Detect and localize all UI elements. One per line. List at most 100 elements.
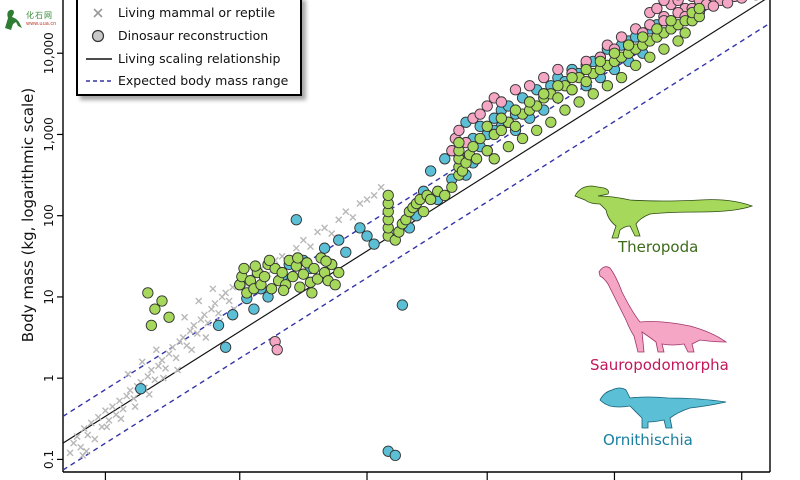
legend-label: Dinosaur reconstruction bbox=[118, 28, 269, 43]
x-marker-icon bbox=[93, 8, 103, 18]
x-mark bbox=[73, 433, 81, 441]
data-point-theropoda bbox=[265, 283, 278, 295]
x-mark bbox=[117, 415, 125, 423]
data-point-living bbox=[162, 364, 170, 372]
data-point-theropoda bbox=[439, 189, 451, 202]
data-point-living bbox=[207, 305, 215, 313]
x-mark bbox=[147, 366, 155, 374]
data-point-living bbox=[131, 403, 139, 411]
x-mark bbox=[202, 334, 210, 342]
x-mark bbox=[195, 297, 203, 305]
data-point-theropoda bbox=[502, 140, 515, 153]
data-point-ornithischia bbox=[318, 242, 331, 254]
data-point-theropoda bbox=[693, 2, 705, 15]
x-mark bbox=[165, 350, 173, 358]
x-mark bbox=[292, 244, 300, 252]
x-mark bbox=[179, 334, 187, 342]
data-point-living bbox=[151, 376, 159, 384]
data-point-theropoda bbox=[467, 140, 479, 153]
data-point-living bbox=[116, 397, 124, 405]
x-mark bbox=[370, 191, 378, 199]
data-point-ornithischia bbox=[135, 383, 147, 395]
axes-layer: 0.1 1 10 100 1,000 10,000 bbox=[42, 0, 771, 480]
legend-item-dinosaur: Dinosaur reconstruction bbox=[78, 25, 300, 47]
data-point-theropoda bbox=[615, 71, 628, 84]
x-mark bbox=[181, 313, 189, 321]
y-tick-label: 1 bbox=[42, 374, 56, 382]
data-point-living bbox=[77, 443, 85, 451]
data-point-living bbox=[144, 373, 152, 381]
data-point-ornithischia bbox=[361, 230, 373, 242]
x-mark bbox=[200, 311, 208, 319]
data-point-sauropodomorpha bbox=[615, 31, 628, 43]
data-point-living bbox=[363, 195, 371, 203]
data-points-layer bbox=[66, 0, 758, 462]
data-point-living bbox=[202, 334, 210, 342]
data-point-living bbox=[211, 299, 219, 307]
x-mark bbox=[188, 346, 196, 354]
legend-label: Living scaling relationship bbox=[118, 51, 281, 66]
x-mark bbox=[314, 228, 322, 236]
data-point-living bbox=[138, 358, 146, 366]
data-point-theropoda bbox=[481, 145, 493, 157]
data-point-sauropodomorpha bbox=[481, 100, 493, 112]
x-mark bbox=[342, 208, 350, 216]
data-point-sauropodomorpha bbox=[271, 344, 283, 356]
data-point-theropoda bbox=[580, 76, 592, 88]
x-mark bbox=[162, 364, 170, 372]
x-mark bbox=[144, 373, 152, 381]
x-mark bbox=[105, 416, 113, 424]
legend-label: Living mammal or reptile bbox=[118, 5, 276, 20]
data-point-theropoda bbox=[538, 88, 550, 100]
data-point-living bbox=[225, 297, 233, 305]
data-point-living bbox=[299, 236, 307, 244]
x-mark bbox=[335, 216, 343, 224]
x-mark bbox=[222, 289, 230, 297]
watermark: 化石网 www.uua.cn bbox=[2, 6, 92, 34]
watermark-url: www.uua.cn bbox=[26, 21, 57, 27]
data-point-sauropodomorpha bbox=[736, 0, 747, 4]
data-point-ornithischia bbox=[389, 449, 401, 462]
data-point-theropoda bbox=[292, 252, 304, 264]
data-point-theropoda bbox=[644, 51, 656, 63]
data-point-theropoda bbox=[249, 260, 261, 272]
data-point-living bbox=[154, 362, 162, 370]
x-mark bbox=[363, 195, 371, 203]
data-point-theropoda bbox=[306, 287, 318, 299]
x-mark bbox=[123, 392, 131, 400]
x-mark bbox=[159, 374, 167, 382]
data-point-ornithischia bbox=[333, 234, 345, 246]
x-mark bbox=[169, 343, 177, 351]
x-mark bbox=[204, 319, 212, 327]
theropod-silhouette-icon bbox=[574, 185, 754, 239]
x-mark bbox=[211, 299, 219, 307]
data-point-living bbox=[335, 216, 343, 224]
data-point-theropoda bbox=[509, 120, 522, 132]
data-point-theropoda bbox=[238, 262, 250, 275]
data-point-living bbox=[314, 228, 322, 236]
x-mark bbox=[299, 236, 307, 244]
data-point-living bbox=[172, 354, 180, 362]
data-point-living bbox=[66, 449, 74, 457]
data-point-ornithischia bbox=[227, 309, 239, 321]
data-point-living bbox=[188, 346, 196, 354]
data-point-theropoda bbox=[601, 80, 614, 92]
data-point-theropoda bbox=[672, 35, 684, 47]
data-point-living bbox=[306, 243, 314, 251]
x-mark bbox=[158, 356, 166, 364]
data-point-ornithischia bbox=[340, 246, 352, 258]
data-point-living bbox=[103, 423, 111, 431]
data-point-theropoda bbox=[509, 104, 522, 116]
data-point-sauropodomorpha bbox=[651, 2, 663, 15]
x-mark bbox=[328, 230, 336, 238]
data-point-theropoda bbox=[495, 124, 507, 137]
data-point-theropoda bbox=[651, 23, 663, 35]
data-point-sauropodomorpha bbox=[509, 84, 522, 96]
y-axis-label: Body mass (kg, logarithmic scale) bbox=[19, 87, 37, 343]
data-point-living bbox=[147, 366, 155, 374]
legend-item-range: Expected body mass range bbox=[78, 70, 300, 92]
x-mark bbox=[87, 419, 95, 427]
data-point-ornithischia bbox=[290, 214, 302, 226]
data-point-theropoda bbox=[630, 59, 642, 72]
data-point-living bbox=[73, 433, 81, 441]
